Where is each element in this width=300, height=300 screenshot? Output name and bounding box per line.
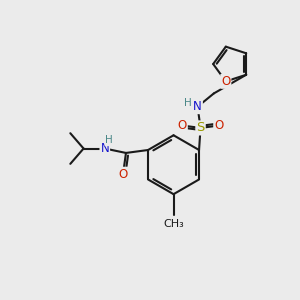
Text: O: O: [221, 75, 230, 88]
Text: S: S: [196, 122, 205, 134]
Text: O: O: [118, 168, 128, 181]
Text: CH₃: CH₃: [163, 219, 184, 229]
Text: O: O: [214, 119, 224, 132]
Text: N: N: [193, 100, 202, 113]
Text: H: H: [105, 135, 113, 145]
Text: H: H: [184, 98, 192, 108]
Text: N: N: [100, 142, 109, 155]
Text: O: O: [178, 119, 187, 132]
